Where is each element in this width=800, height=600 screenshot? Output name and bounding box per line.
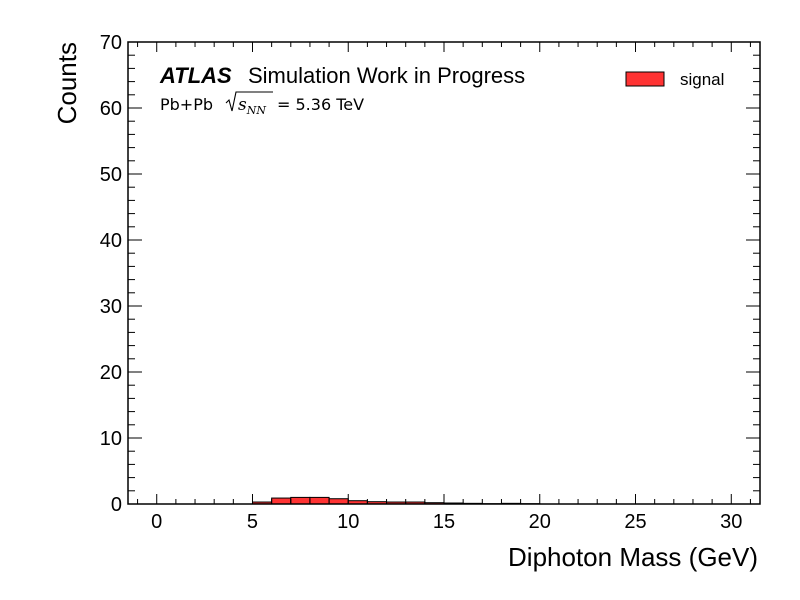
x-tick-label: 10	[337, 511, 359, 533]
histogram-bar	[290, 496, 311, 505]
y-tick-label: 50	[100, 164, 122, 186]
legend-swatch-signal	[625, 71, 665, 87]
y-tick-label: 20	[100, 362, 122, 384]
y-tick-label: 40	[100, 230, 122, 252]
histogram-bar	[309, 496, 330, 505]
simulation-label: Simulation Work in Progress	[248, 63, 525, 88]
y-tick-label: 0	[111, 494, 122, 516]
energy-value: = 5.36 TeV	[277, 95, 364, 114]
x-tick-label: 30	[720, 511, 742, 533]
legend-label-signal: signal	[680, 70, 724, 89]
y-axis-title: Counts	[52, 42, 82, 124]
x-tick-label: 25	[624, 511, 646, 533]
x-tick-label: 5	[247, 511, 258, 533]
y-tick-label: 60	[100, 98, 122, 120]
collision-system: Pb+Pb	[160, 95, 213, 114]
y-tick-labels: 0 10 20 30 40 50 60 70	[100, 32, 122, 516]
sqrt-s-nn: sNN	[238, 95, 266, 117]
x-tick-labels: 0 5 10 15 20 25 30	[151, 511, 742, 533]
sqrt-symbol	[225, 91, 273, 112]
histogram-bar	[271, 497, 292, 505]
atlas-label: ATLAS	[159, 63, 232, 88]
y-tick-label: 70	[100, 32, 122, 54]
plot-frame	[127, 41, 761, 505]
histogram-bars	[251, 496, 541, 505]
histogram-bar	[328, 498, 349, 505]
x-axis-title: Diphoton Mass (GeV)	[508, 542, 758, 572]
axis-ticks	[128, 41, 760, 505]
x-tick-label: 20	[529, 511, 551, 533]
legend: signal	[625, 70, 724, 89]
x-tick-label: 0	[151, 511, 162, 533]
y-tick-label: 30	[100, 296, 122, 318]
y-tick-label: 10	[100, 428, 122, 450]
x-tick-label: 15	[433, 511, 455, 533]
collision-energy-label: Pb+Pb sNN = 5.36 TeV	[160, 91, 364, 117]
